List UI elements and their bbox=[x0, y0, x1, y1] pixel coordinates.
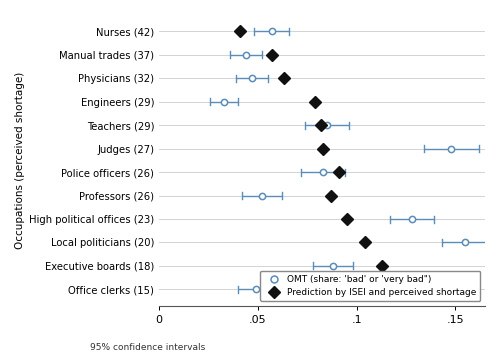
Y-axis label: Occupations (perceived shortage): Occupations (perceived shortage) bbox=[15, 72, 25, 249]
Text: 95% confidence intervals: 95% confidence intervals bbox=[90, 343, 206, 352]
Legend: OMT (share: 'bad' or 'very bad"), Prediction by ISEI and perceived shortage: OMT (share: 'bad' or 'very bad"), Predic… bbox=[260, 271, 480, 301]
